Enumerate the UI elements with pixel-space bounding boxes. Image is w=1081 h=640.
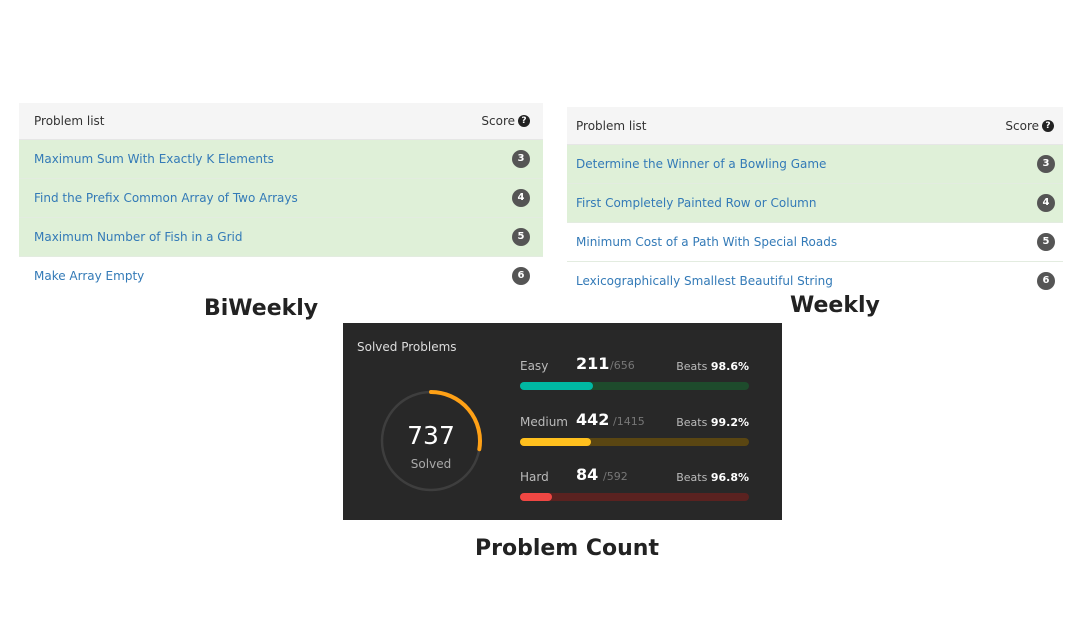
- header-label: Problem list: [576, 118, 647, 133]
- stats-title: Solved Problems: [357, 340, 457, 354]
- problem-link[interactable]: Maximum Number of Fish in a Grid: [34, 230, 243, 244]
- problem-link[interactable]: First Completely Painted Row or Column: [576, 196, 817, 210]
- weekly-caption: Weekly: [790, 293, 880, 318]
- difficulty-hard: Hard 84 /592 Beats 96.8%: [520, 464, 749, 504]
- ring-progress-arc: [429, 390, 482, 452]
- biweekly-problem-list: Problem list Score ? Maximum Sum With Ex…: [19, 103, 543, 292]
- difficulty-beats: Beats 96.8%: [676, 471, 749, 484]
- problem-row: Maximum Sum With Exactly K Elements 3: [19, 140, 543, 179]
- problem-link[interactable]: Find the Prefix Common Array of Two Arra…: [34, 191, 298, 205]
- progress-fill: [520, 438, 591, 446]
- score-badge: 4: [512, 189, 530, 207]
- score-badge: 3: [512, 150, 530, 168]
- problem-row: Lexicographically Smallest Beautiful Str…: [567, 262, 1063, 295]
- difficulty-total: /656: [610, 359, 635, 372]
- progress-track: [520, 382, 749, 390]
- biweekly-header: Problem list Score ?: [19, 103, 543, 140]
- progress-fill: [520, 493, 553, 501]
- progress-fill: [520, 382, 594, 390]
- solved-problems-card: Solved Problems 737 Solved Easy 211 /656…: [343, 323, 782, 520]
- difficulty-easy: Easy 211 /656 Beats 98.6%: [520, 353, 749, 393]
- problem-link[interactable]: Minimum Cost of a Path With Special Road…: [576, 235, 838, 249]
- problem-row: Minimum Cost of a Path With Special Road…: [567, 223, 1063, 262]
- solved-label: Solved: [410, 457, 452, 471]
- difficulty-total: /1415: [613, 415, 645, 428]
- problem-link[interactable]: Determine the Winner of a Bowling Game: [576, 157, 827, 171]
- score-badge: 3: [1037, 155, 1055, 173]
- score-label: Score: [481, 114, 515, 128]
- score-label: Score: [1005, 118, 1039, 133]
- problem-row: First Completely Painted Row or Column 4: [567, 184, 1063, 223]
- weekly-header: Problem list Score ?: [567, 107, 1063, 145]
- problem-row: Find the Prefix Common Array of Two Arra…: [19, 179, 543, 218]
- score-badge: 5: [1037, 233, 1055, 251]
- difficulty-beats: Beats 98.6%: [676, 360, 749, 373]
- problem-row: Determine the Winner of a Bowling Game 3: [567, 145, 1063, 184]
- progress-ring: [380, 390, 482, 492]
- score-badge: 5: [512, 228, 530, 246]
- difficulty-solved: 84: [576, 465, 599, 484]
- help-icon[interactable]: ?: [518, 115, 530, 127]
- problem-link[interactable]: Lexicographically Smallest Beautiful Str…: [576, 274, 833, 288]
- weekly-problem-list: Problem list Score ? Determine the Winne…: [567, 107, 1063, 295]
- difficulty-name: Easy: [520, 359, 549, 373]
- difficulty-total: /592: [603, 470, 628, 483]
- total-solved-count: 737: [407, 421, 455, 450]
- score-badge: 6: [512, 267, 530, 285]
- problem-link[interactable]: Make Array Empty: [34, 269, 145, 283]
- header-label: Problem list: [34, 114, 105, 128]
- help-icon[interactable]: ?: [1042, 119, 1054, 132]
- score-badge: 6: [1037, 272, 1055, 290]
- difficulty-medium: Medium 442 /1415 Beats 99.2%: [520, 409, 749, 449]
- problem-link[interactable]: Maximum Sum With Exactly K Elements: [34, 152, 274, 166]
- score-header: Score ?: [1005, 119, 1054, 133]
- progress-track: [520, 438, 749, 446]
- score-header: Score ?: [481, 114, 530, 128]
- difficulty-name: Medium: [520, 415, 568, 429]
- biweekly-caption: BiWeekly: [204, 296, 319, 321]
- problem-row: Make Array Empty 6: [19, 257, 543, 292]
- difficulty-beats: Beats 99.2%: [676, 416, 749, 429]
- score-badge: 4: [1037, 194, 1055, 212]
- problem-count-caption: Problem Count: [475, 536, 659, 561]
- difficulty-name: Hard: [520, 470, 549, 484]
- difficulty-solved: 442: [576, 410, 610, 429]
- difficulty-solved: 211: [576, 354, 610, 373]
- problem-row: Maximum Number of Fish in a Grid 5: [19, 218, 543, 257]
- progress-track: [520, 493, 749, 501]
